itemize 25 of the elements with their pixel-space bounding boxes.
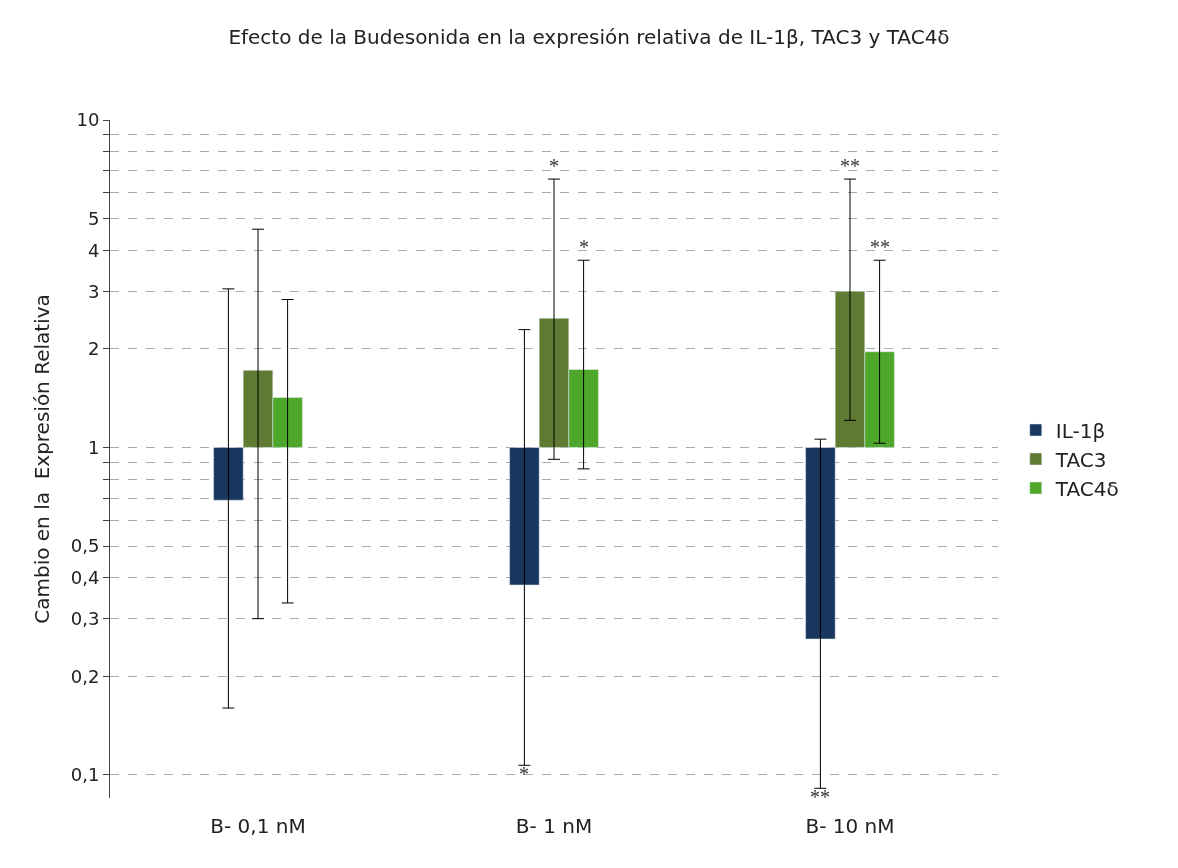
chart-title: Efecto de la Budesonida en la expresión relativa de IL-1β, TAC3 y TAC4δ <box>228 25 950 50</box>
y-axis-title: Cambio en la Expresión Relativa <box>30 294 55 624</box>
legend-label: IL-1β <box>1055 418 1106 443</box>
x-tick-label: B- 1 nM <box>515 814 593 838</box>
y-tick-label: 0,5 <box>70 535 100 557</box>
x-tick-label: B- 0,1 nM <box>210 814 306 838</box>
annotation: * <box>579 236 589 258</box>
y-tick-label: 0,3 <box>70 607 100 629</box>
legend-label: TAC3 <box>1054 447 1107 472</box>
y-tick-label: 0,1 <box>70 764 100 786</box>
annotation: ** <box>840 155 860 177</box>
annotation: ** <box>810 786 830 808</box>
y-tick-label: 10 <box>76 109 100 131</box>
annotation: ** <box>870 236 890 258</box>
y-tick-label: 3 <box>87 280 100 302</box>
y-tick-label: 5 <box>87 207 100 229</box>
y-tick-label: 0,2 <box>70 665 100 687</box>
x-tick-label: B- 10 nM <box>805 814 895 838</box>
legend-label: TAC4δ <box>1054 476 1119 501</box>
annotation: * <box>519 763 529 785</box>
y-tick-label: 2 <box>87 338 100 360</box>
y-tick-label: 4 <box>87 239 100 261</box>
annotation: * <box>549 155 559 177</box>
y-tick-label: 1 <box>87 436 100 458</box>
y-tick-label: 0,4 <box>70 567 100 589</box>
